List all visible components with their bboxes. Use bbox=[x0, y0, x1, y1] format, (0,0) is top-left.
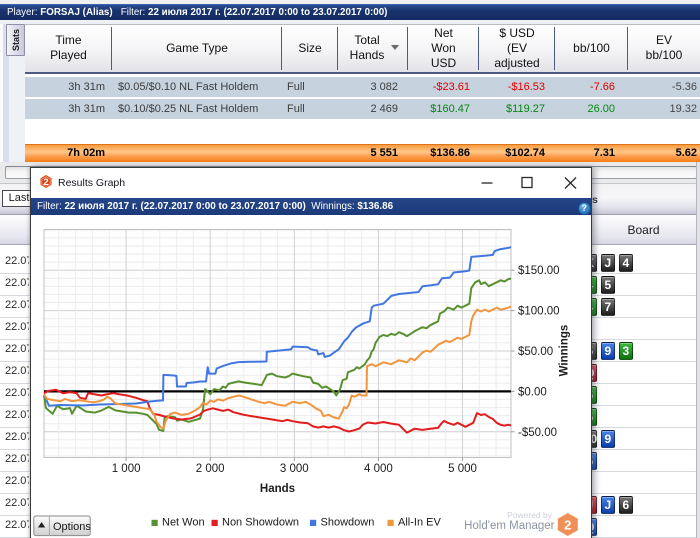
svg-text:2 000: 2 000 bbox=[196, 463, 225, 475]
svg-text:2: 2 bbox=[564, 517, 571, 532]
svg-text:2: 2 bbox=[43, 177, 48, 188]
svg-text:1 000: 1 000 bbox=[112, 463, 141, 475]
svg-text:Winnings: Winnings bbox=[559, 324, 571, 376]
svg-text:Powered by: Powered by bbox=[507, 510, 553, 520]
svg-text:3 000: 3 000 bbox=[280, 463, 309, 475]
svg-text:Net Won: Net Won bbox=[162, 516, 205, 528]
svg-text:$100.00: $100.00 bbox=[518, 305, 560, 317]
svg-text:-$50.00: -$50.00 bbox=[518, 426, 557, 438]
svg-text:$150.00: $150.00 bbox=[518, 265, 560, 277]
svg-text:$50.00: $50.00 bbox=[518, 346, 553, 358]
svg-text:4 000: 4 000 bbox=[364, 463, 393, 475]
svg-text:All-In EV: All-In EV bbox=[398, 516, 441, 528]
svg-text:Hands: Hands bbox=[260, 483, 295, 495]
svg-text:Options: Options bbox=[53, 521, 91, 533]
svg-text:$0.00: $0.00 bbox=[518, 386, 547, 398]
svg-text:Showdown: Showdown bbox=[321, 516, 375, 528]
svg-text:Non Showdown: Non Showdown bbox=[222, 516, 299, 528]
svg-text:Hold'em Manager: Hold'em Manager bbox=[464, 520, 555, 532]
svg-text:5 000: 5 000 bbox=[448, 463, 477, 475]
